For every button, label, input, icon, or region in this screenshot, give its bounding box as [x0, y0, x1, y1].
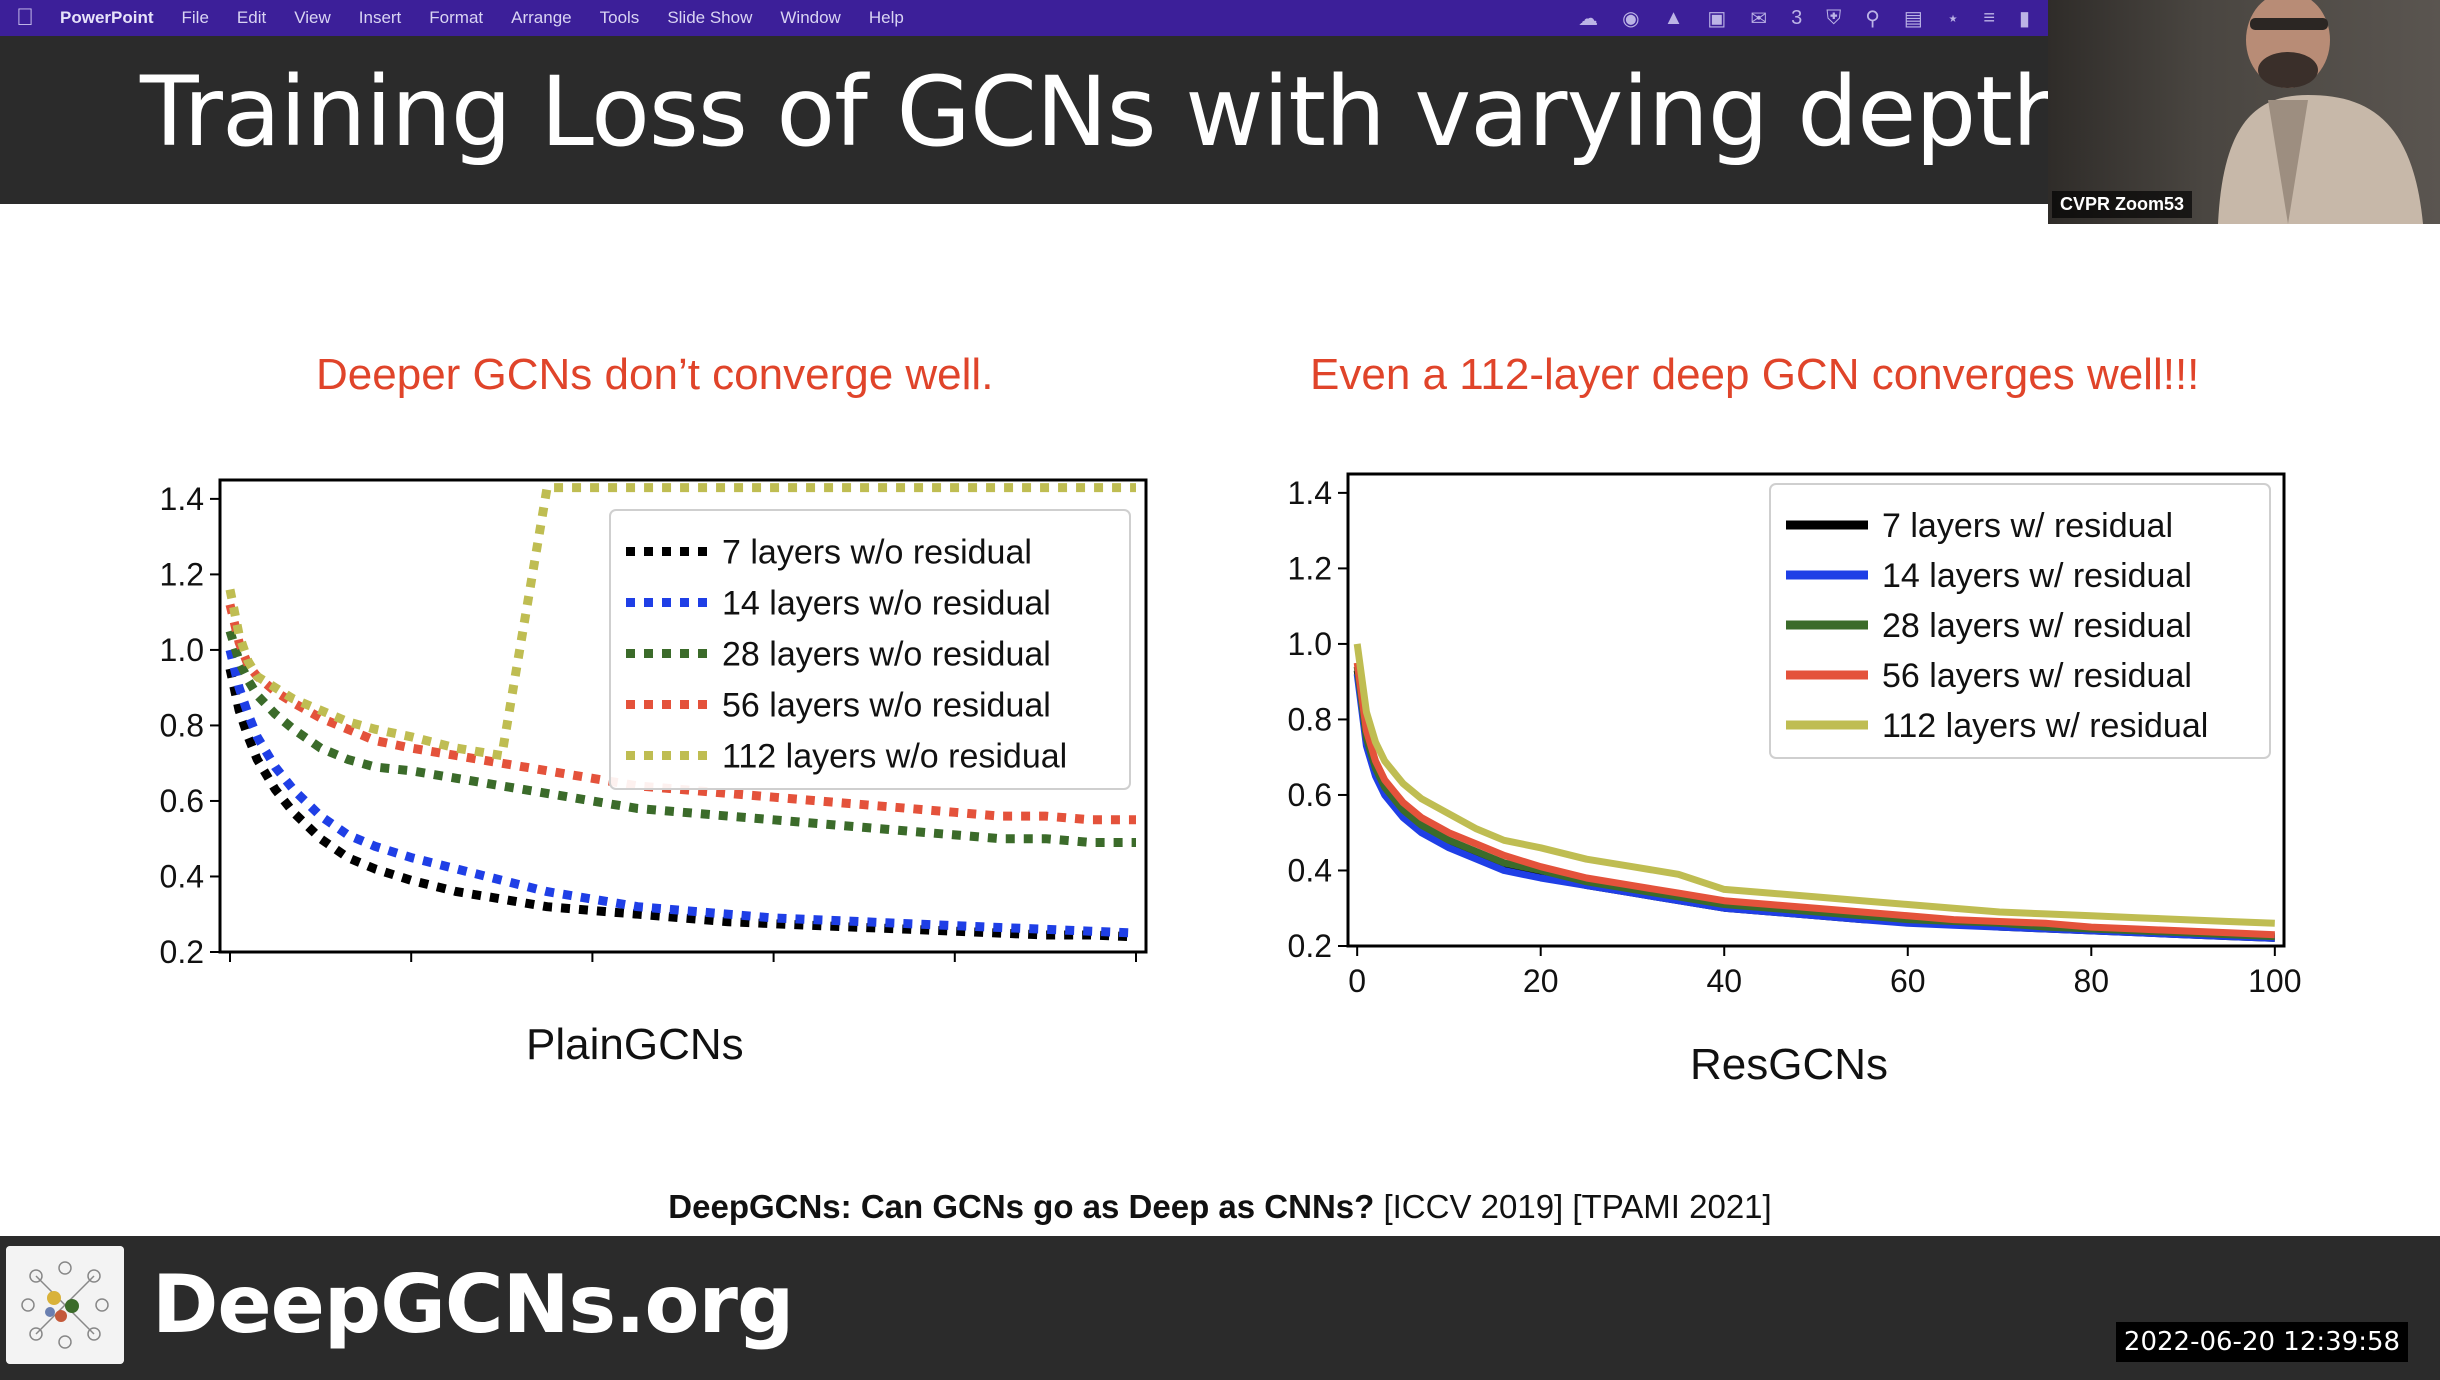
footer-band: DeepGCNs.org 2022-06-20 12:39:58: [0, 1236, 2440, 1380]
legend-label: 7 layers w/o residual: [722, 534, 1032, 572]
participant-video[interactable]: CVPR Zoom53: [2048, 0, 2440, 224]
speaker-silhouette-icon: [2218, 0, 2423, 224]
camera-icon[interactable]: ◉: [1622, 7, 1640, 30]
y-tick-label: 1.2: [1288, 550, 1332, 586]
apple-icon[interactable]: : [16, 4, 34, 32]
x-tick-label: 20: [1523, 963, 1559, 999]
x-tick-label: 60: [1890, 963, 1926, 999]
y-tick-label: 0.8: [1288, 701, 1332, 737]
legend-label: 28 layers w/ residual: [1882, 607, 2192, 645]
y-tick-label: 0.4: [1288, 852, 1332, 888]
menu-help[interactable]: Help: [868, 8, 904, 27]
menu-edit[interactable]: Edit: [236, 8, 267, 27]
series-line-4: [1353, 662, 2275, 939]
plaingcns-chart: 0.2 0.4 0.6 0.8 1.0 1.2 1.4 7 layers w/o resid…: [160, 478, 1148, 970]
y-tick-label: 0.2: [1288, 928, 1332, 964]
y-tick-label: 1.4: [160, 481, 204, 517]
y-tick-label: 0.2: [160, 934, 204, 970]
x-tick-label: 80: [2073, 963, 2109, 999]
menu-insert[interactable]: Insert: [358, 8, 402, 27]
y-tick-label: 1.0: [1288, 626, 1332, 662]
menu-bar:  PowerPoint File Edit View Insert Forma…: [0, 0, 2048, 36]
series-line-1: [225, 667, 1137, 942]
menu-app-name[interactable]: PowerPoint: [60, 8, 154, 27]
slide-title: Training Loss of GCNs with varying depth: [140, 56, 2073, 168]
y-tick-label: 0.6: [1288, 777, 1332, 813]
legend-label: 56 layers w/ residual: [1882, 657, 2192, 695]
x-tick-label: 100: [2248, 963, 2301, 999]
menu-list: PowerPoint File Edit View Insert Format …: [60, 0, 904, 36]
reference-line: DeepGCNs: Can GCNs go as Deep as CNNs? […: [0, 1188, 2440, 1226]
wifi-icon[interactable]: ≡: [1983, 6, 1995, 29]
series-line-5: [225, 483, 1136, 761]
y-tick-label: 0.4: [160, 858, 204, 894]
series-line-5: [1353, 643, 2275, 927]
menu-view[interactable]: View: [294, 8, 331, 27]
timestamp: 2022-06-20 12:39:58: [2116, 1322, 2408, 1362]
menu-arrange[interactable]: Arrange: [511, 8, 572, 27]
reference-venues: [ICCV 2019] [TPAMI 2021]: [1374, 1188, 1772, 1225]
resgcns-chart: 0.2 0.4 0.6 0.8 1.0 1.2 1.4 0 20 40 60 80 100 7 laye…: [1288, 472, 2302, 999]
legend-label: 56 layers w/o residual: [722, 687, 1051, 725]
chat-badge: 3: [1791, 6, 1803, 29]
y-tick-label: 1.0: [160, 632, 204, 668]
x-tick-label: 40: [1706, 963, 1742, 999]
window-icon[interactable]: ▣: [1707, 7, 1727, 30]
reference-paper-title: DeepGCNs: Can GCNs go as Deep as CNNs?: [668, 1188, 1375, 1225]
y-tick-label: 0.6: [160, 783, 204, 819]
menu-tools[interactable]: Tools: [599, 8, 640, 27]
y-tick-label: 1.2: [160, 556, 204, 592]
deepgcns-logo-icon: [6, 1246, 124, 1364]
legend-label: 14 layers w/o residual: [722, 585, 1051, 623]
slide-title-band: Training Loss of GCNs with varying depth: [0, 36, 2073, 204]
right-chart-caption: ResGCNs: [1690, 1040, 1889, 1089]
participant-name: CVPR Zoom53: [2052, 191, 2193, 218]
x-tick-label: 0: [1348, 963, 1366, 999]
series-line-2: [225, 648, 1137, 938]
y-tick-label: 0.8: [160, 707, 204, 743]
chat-icon[interactable]: ✉: [1750, 7, 1768, 30]
legend-box: [609, 509, 1131, 790]
legend-label: 28 layers w/o residual: [722, 636, 1051, 674]
cloud-icon[interactable]: ☁: [1578, 7, 1599, 30]
status-tray: ☁ ◉ ▲ ▣ ✉ 3 ⛨ ⚲ ▤ ⋆ ≡ ▮: [1578, 0, 2030, 36]
left-subtitle: Deeper GCNs don’t converge well.: [316, 350, 994, 399]
y-tick-label: 1.4: [1288, 475, 1332, 511]
menu-slide-show[interactable]: Slide Show: [667, 8, 753, 27]
legend-label: 14 layers w/ residual: [1882, 557, 2192, 595]
shield-icon[interactable]: ⛨: [1826, 6, 1842, 29]
display-icon[interactable]: ▤: [1903, 7, 1923, 30]
menu-window[interactable]: Window: [780, 8, 841, 27]
left-chart-caption: PlainGCNs: [526, 1020, 744, 1069]
upload-icon[interactable]: ▲: [1663, 6, 1684, 29]
battery-icon[interactable]: ▮: [2018, 7, 2030, 30]
menu-format[interactable]: Format: [429, 8, 484, 27]
search-icon[interactable]: ⚲: [1865, 7, 1880, 30]
legend-label: 7 layers w/ residual: [1882, 507, 2173, 545]
bluetooth-icon[interactable]: ⋆: [1946, 7, 1960, 30]
legend-label: 112 layers w/ residual: [1882, 707, 2208, 745]
legend-box: [1769, 483, 2271, 759]
right-subtitle: Even a 112-layer deep GCN converges well…: [1310, 350, 2200, 399]
site-name: DeepGCNs.org: [152, 1258, 794, 1351]
menu-file[interactable]: File: [181, 8, 209, 27]
legend-label: 112 layers w/o residual: [722, 738, 1067, 776]
